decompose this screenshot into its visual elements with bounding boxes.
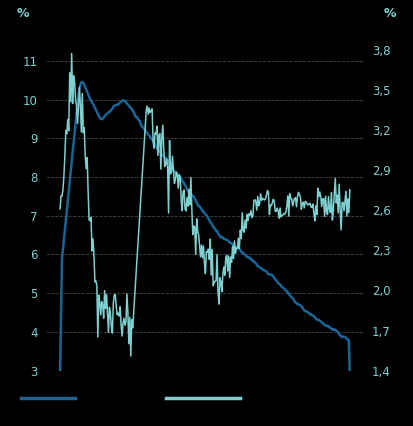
Text: %: % — [17, 6, 29, 20]
Text: %: % — [383, 6, 395, 20]
